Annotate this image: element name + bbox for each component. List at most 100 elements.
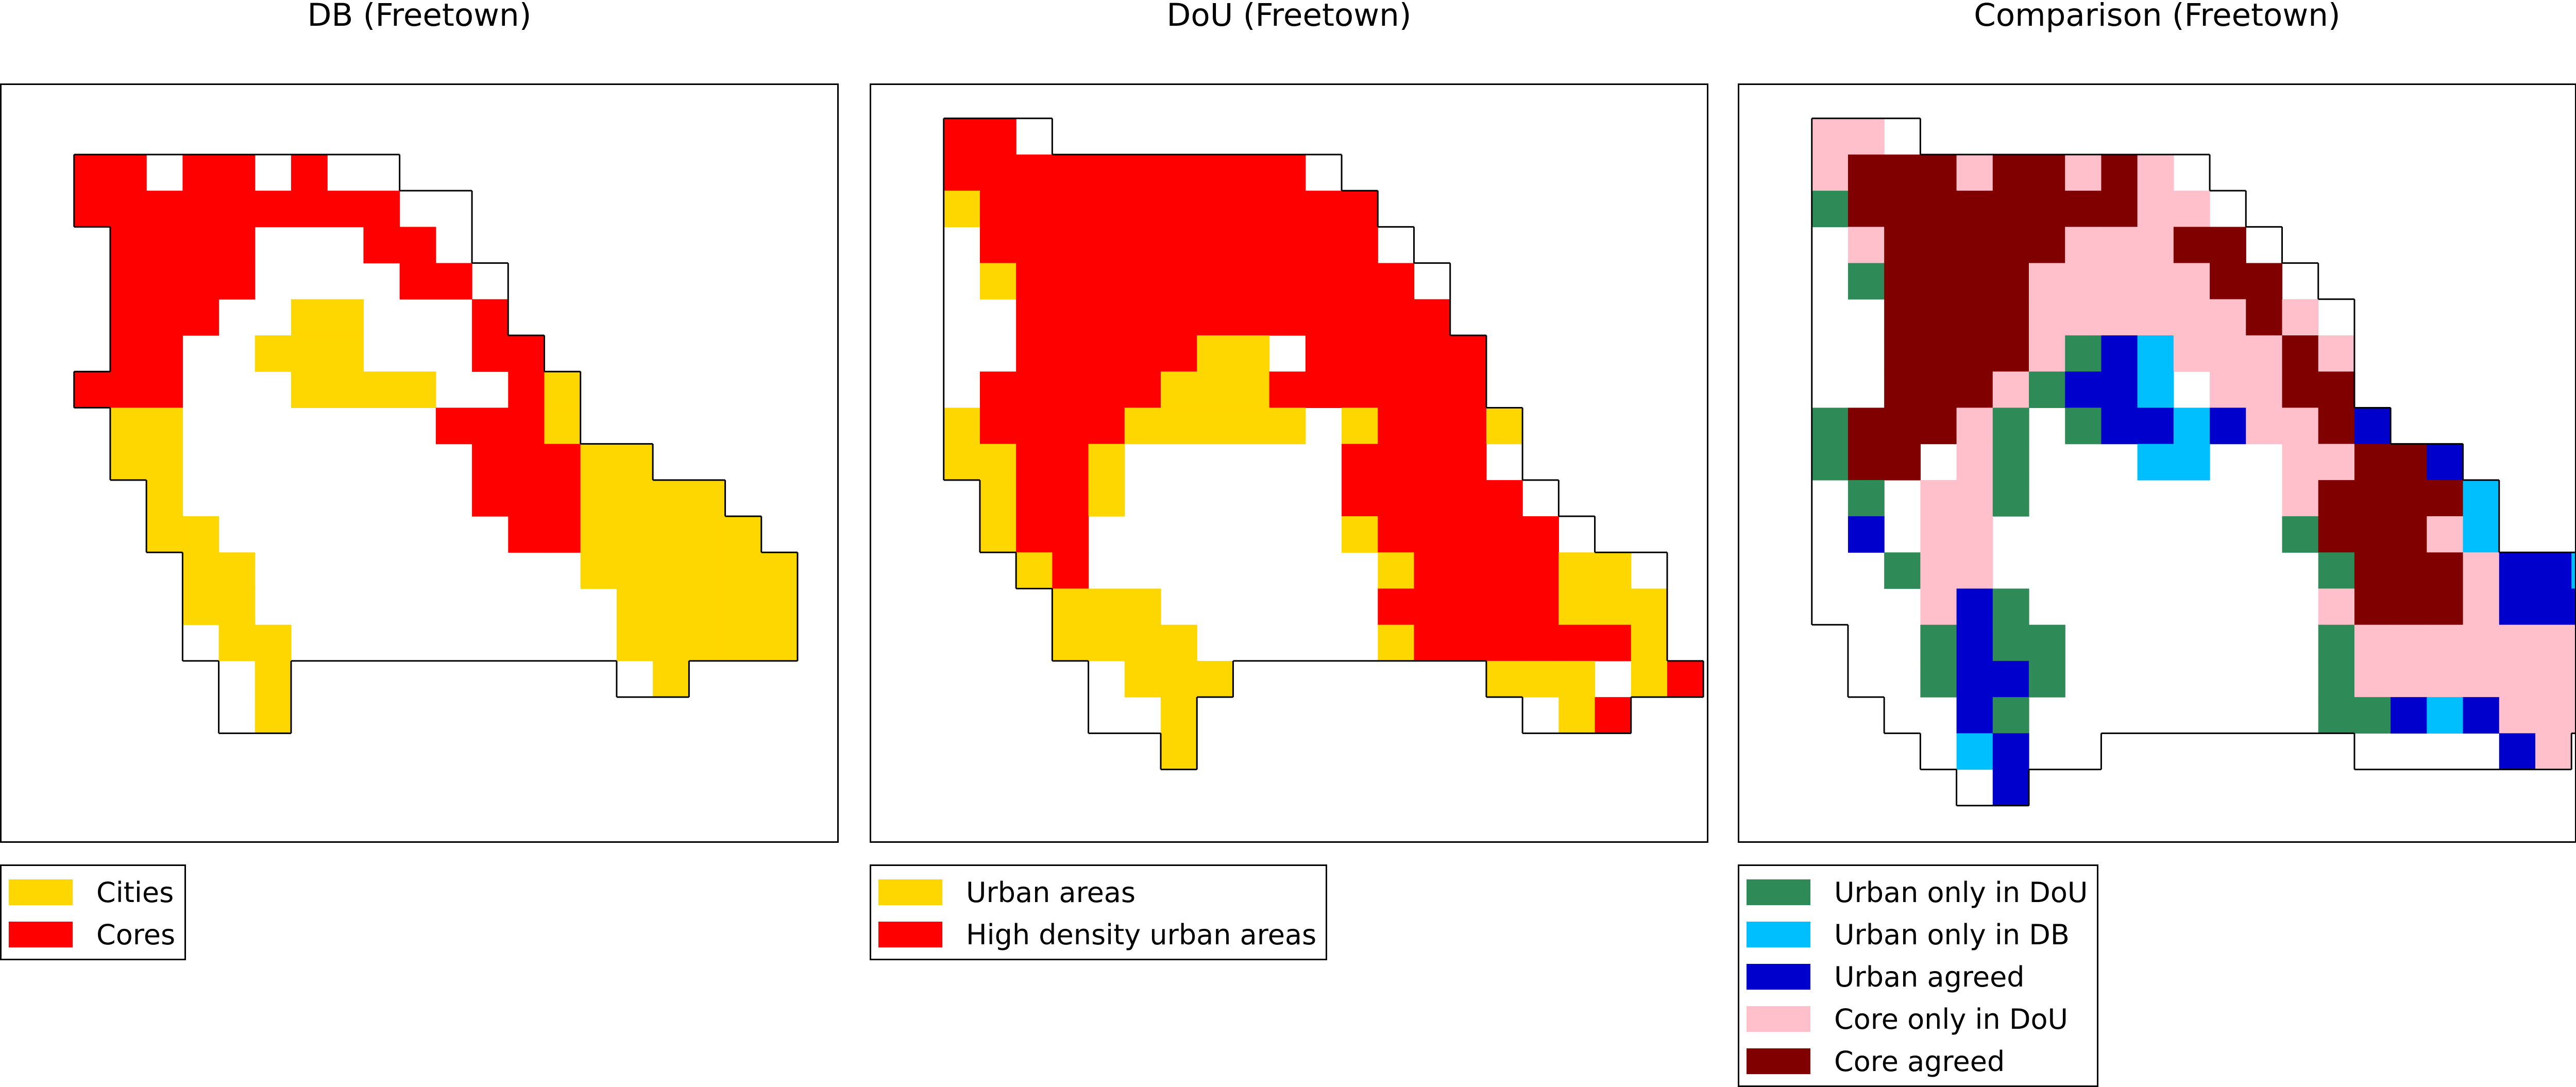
map-cell [653,516,689,553]
map-cell [1088,444,1125,481]
map-cell [1992,697,2029,734]
legend-swatch [878,879,942,905]
map-cell [1233,335,1270,372]
map-cell [1956,697,1993,734]
map-cell [1450,444,1487,481]
map-cell [2318,697,2355,734]
map-cell [1197,263,1234,300]
map-cell [1558,552,1596,589]
map-cell [2391,516,2427,553]
map-cell [74,191,111,227]
map-cell [2101,299,2138,336]
map-cell [1269,407,1306,445]
map-cell [2571,588,2575,625]
map-cell [1016,407,1053,445]
map-cell [1956,733,1993,770]
map-cell [1052,588,1089,625]
map-cell [1522,552,1559,589]
map-cell [2137,407,2174,445]
map-cell [1161,697,1197,734]
map-cell [182,263,219,300]
legend-item-cities: Cities [9,871,175,913]
map-cell [1414,480,1451,517]
map-cell [2137,263,2174,300]
map-cell [1920,299,1957,336]
map-cell [1197,299,1234,336]
map-cell [327,191,364,227]
map-cell [1992,444,2029,481]
map-cell [291,191,328,227]
map-cell [2391,624,2427,661]
map-cell [616,588,653,625]
map-cell [1956,154,1993,191]
map-cell [1992,660,2029,698]
map-cell [725,624,762,661]
map-cell [399,227,436,264]
map-cell [2065,263,2102,300]
map-cell [1016,335,1053,372]
map-cell [2137,154,2174,191]
map-cell [979,227,1016,264]
map-cell [2535,588,2572,625]
map-cell [2029,660,2065,698]
map-cell [2391,444,2427,481]
map-cell [1450,552,1487,589]
map-cell [472,444,509,481]
map-cell [1956,371,1993,409]
map-cell [1161,371,1197,409]
map-cell [1920,154,1957,191]
legend-label: Cities [96,876,174,909]
map-cell [255,335,292,372]
map-cell [2065,299,2102,336]
map-cell [725,588,762,625]
map-cell [1414,371,1451,409]
map-cell [2210,263,2246,300]
map-cell [2318,516,2355,553]
map-cell [1956,444,1993,481]
map-cell [110,407,147,445]
map-cell [1956,624,1993,661]
map-cell [2137,299,2174,336]
map-cell [979,407,1016,445]
map-cell [2282,516,2319,553]
map-cell [2463,660,2500,698]
map-cell [2173,191,2210,227]
map-cell [2463,480,2500,517]
map-cell [1016,371,1053,409]
map-cell [1884,552,1921,589]
map-cell [2101,263,2138,300]
map-cell [653,660,689,698]
map-cell [2173,263,2210,300]
map-cell [2282,444,2319,481]
map-cell [1595,624,1632,661]
map-cell [1233,263,1270,300]
map-cell [1992,733,2029,770]
map-cell [1992,588,2029,625]
map-cell [1342,371,1378,409]
map-cell [1595,588,1632,625]
panel-title-comparison: Comparison (Freetown) [1974,0,2341,33]
map-cell [1088,335,1125,372]
legend-item-urban-only-dou: Urban only in DoU [1747,871,2088,913]
map-cell [2029,263,2065,300]
map-cell [255,191,292,227]
map-cell [1016,444,1053,481]
map-cell [1052,480,1089,517]
map-cell [1088,624,1125,661]
legend-label: Urban agreed [1834,960,2025,993]
map-cell [1920,191,1957,227]
map-cell [1884,299,1921,336]
map-cell [1558,660,1596,698]
map-cell [979,371,1016,409]
map-cell [616,624,653,661]
map-cell [979,263,1016,300]
map-cell [1811,407,1849,445]
map-cell [472,335,509,372]
legend-comparison: Urban only in DoU Urban only in DB Urban… [1738,864,2099,1087]
map-cell [1052,154,1089,191]
map-cell [1161,660,1197,698]
map-cell [1124,154,1161,191]
legend-label: Core agreed [1834,1045,2005,1078]
map-cell [508,516,545,553]
map-cell [1088,263,1125,300]
